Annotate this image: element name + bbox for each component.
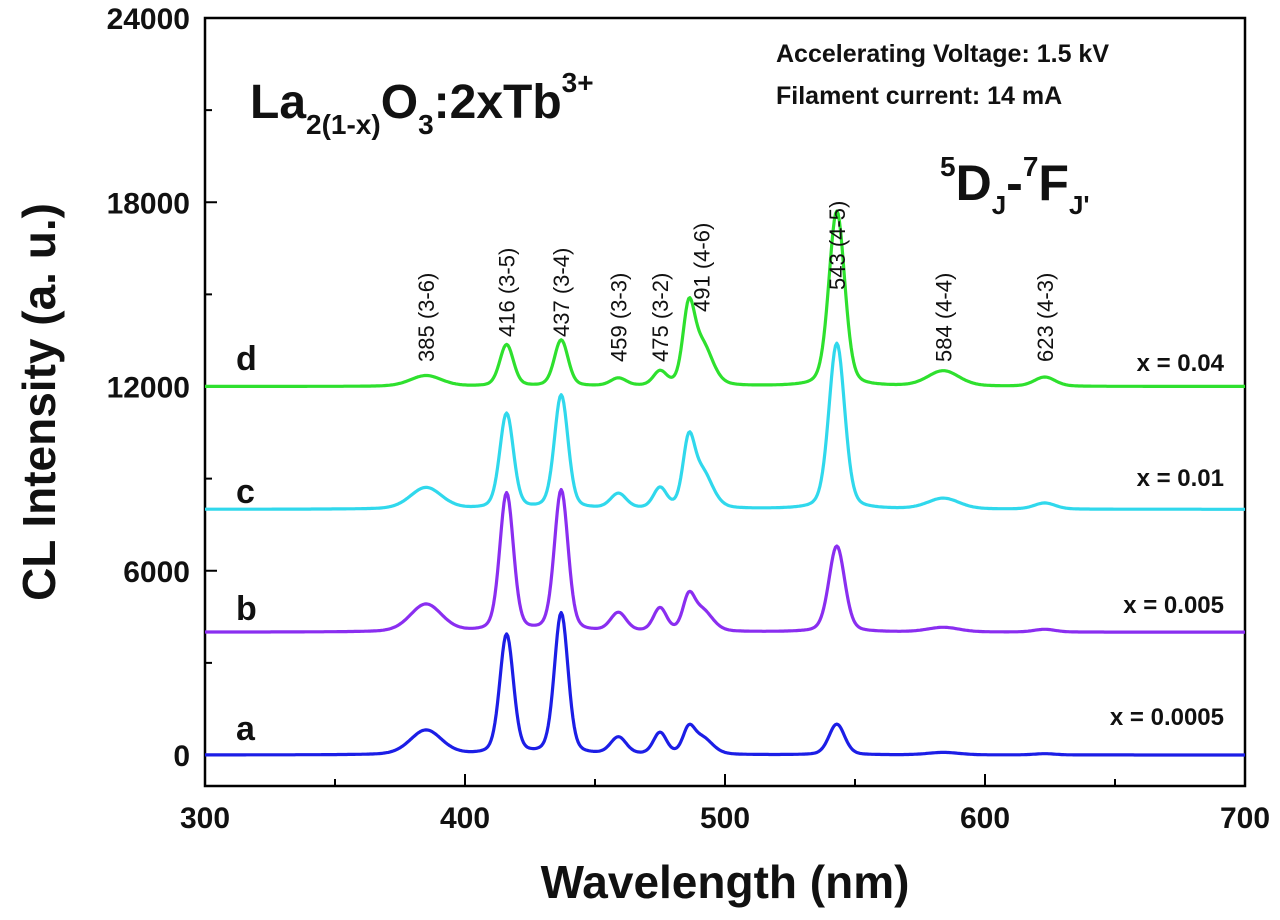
formula-sup: 3+ bbox=[562, 67, 594, 98]
y-tick-label: 12000 bbox=[107, 372, 190, 405]
formula-tail: :2xTb bbox=[434, 76, 562, 129]
x-tick-label: 300 bbox=[180, 802, 230, 835]
y-tick-label: 0 bbox=[173, 740, 190, 773]
series-concentration-b: x = 0.005 bbox=[1123, 592, 1224, 619]
series-letter-a: a bbox=[236, 710, 256, 748]
x-tick-label: 500 bbox=[700, 802, 750, 835]
series-concentration-c: x = 0.01 bbox=[1137, 465, 1224, 492]
x-axis-title: Wavelength (nm) bbox=[541, 856, 910, 908]
x-tick-label: 700 bbox=[1220, 802, 1270, 835]
series-letter-c: c bbox=[236, 473, 255, 511]
x-tick-labels: 300 400 500 600 700 bbox=[180, 802, 1270, 835]
y-tick-label: 18000 bbox=[107, 187, 190, 220]
spectrum-line-a bbox=[204, 611, 1246, 757]
transition-a-sub: J bbox=[992, 190, 1006, 220]
x-tick-label: 600 bbox=[960, 802, 1010, 835]
y-tick-label: 24000 bbox=[107, 3, 190, 36]
formula-label: La2(1-x)O3:2xTb3+ bbox=[250, 67, 594, 140]
peak-label: 623 (4-3) bbox=[1033, 273, 1058, 362]
transition-a-sup: 5 bbox=[940, 151, 956, 182]
transition-label: 5DJ-7FJ' bbox=[940, 151, 1090, 220]
peak-label: 416 (3-5) bbox=[495, 248, 520, 337]
transition-a: D bbox=[956, 155, 992, 211]
transition-b-sub: J' bbox=[1069, 190, 1090, 220]
formula-mid: O bbox=[381, 76, 418, 129]
series-concentration-a: x = 0.0005 bbox=[1110, 704, 1224, 731]
series-letter-d: d bbox=[236, 340, 257, 378]
spectrum-line-d bbox=[204, 209, 1246, 388]
spectrum-line-c bbox=[204, 341, 1246, 511]
info-filament-current: Filament current: 14 mA bbox=[776, 82, 1062, 110]
peak-label: 437 (3-4) bbox=[549, 248, 574, 337]
y-tick-label: 6000 bbox=[123, 556, 190, 589]
transition-b: F bbox=[1038, 155, 1069, 211]
peak-label: 543 (4-5) bbox=[825, 201, 850, 290]
series-concentration-d: x = 0.04 bbox=[1137, 350, 1225, 377]
transition-b-sup: 7 bbox=[1023, 151, 1039, 182]
transition-dash: - bbox=[1006, 155, 1023, 211]
spectrum-curves bbox=[204, 209, 1246, 757]
peak-label: 385 (3-6) bbox=[414, 273, 439, 362]
formula-sub2: 3 bbox=[418, 109, 434, 140]
peak-label: 584 (4-4) bbox=[931, 273, 956, 362]
x-tick-label: 400 bbox=[440, 802, 490, 835]
peak-label: 459 (3-3) bbox=[606, 273, 631, 362]
series-letter-b: b bbox=[236, 590, 257, 628]
series-labels: a x = 0.0005 b x = 0.005 c x = 0.01 d x = 0.04 bbox=[236, 340, 1225, 748]
peak-labels: 385 (3-6) 416 (3-5) 437 (3-4) 459 (3-3) 475 … bbox=[414, 201, 1058, 362]
y-axis-title: CL Intensity (a. u.) bbox=[13, 203, 65, 601]
formula-base: La bbox=[250, 76, 306, 129]
peak-label: 475 (3-2) bbox=[648, 273, 673, 362]
info-accelerating-voltage: Accelerating Voltage: 1.5 kV bbox=[776, 40, 1109, 68]
y-tick-labels: 0 6000 12000 18000 24000 bbox=[107, 3, 190, 773]
peak-label: 491 (4-6) bbox=[690, 223, 715, 312]
spectrum-line-b bbox=[204, 488, 1246, 634]
formula-sub1: 2(1-x) bbox=[306, 109, 381, 140]
